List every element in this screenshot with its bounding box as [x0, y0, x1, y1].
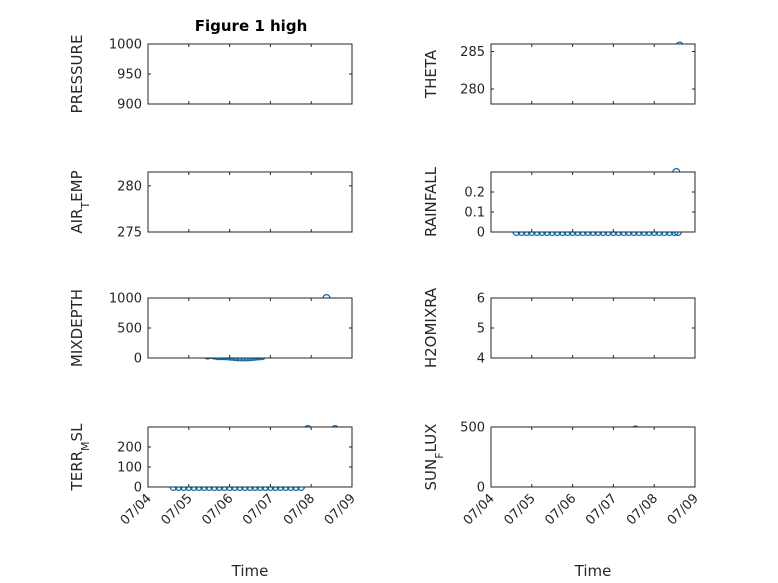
x-tick-label: 07/07	[583, 491, 620, 528]
figure-title: Figure 1 high	[195, 17, 308, 35]
y-tick-label: 0	[477, 226, 485, 241]
y-tick-label: 275	[117, 226, 142, 241]
subplot-theta: 280 285 THETA	[422, 41, 696, 105]
y-tick-label: 1000	[109, 292, 142, 307]
y-tick-label: 100	[117, 461, 142, 476]
x-tick-label: 07/08	[624, 491, 661, 528]
x-axis-label: Time	[574, 562, 612, 580]
x-tick-label: 07/09	[665, 491, 702, 528]
subplot-air-temp: 275 280 AIRTEMP	[68, 170, 353, 241]
x-tick-label: 07/05	[159, 491, 196, 528]
subplot-pressure: 900 950 1000 PRESSURE	[68, 35, 353, 114]
subplot-terr-msl: 0 100 200 07/04 07/05 07/06 07/07 07/08 07/09 Tim…	[68, 423, 359, 580]
axes-box	[147, 297, 353, 359]
y-axis-label: PRESSURE	[68, 35, 86, 114]
y-tick-label: 500	[460, 421, 485, 436]
axes-box	[490, 297, 696, 359]
y-tick-label: 0.1	[464, 206, 485, 221]
y-tick-label: 200	[117, 441, 142, 456]
y-tick-label: 280	[460, 83, 485, 98]
axes-box	[490, 426, 696, 488]
y-axis-label: THETA	[422, 49, 440, 99]
axes-box	[147, 43, 353, 105]
y-tick-label: 1000	[109, 38, 142, 53]
y-axis-label: SUNFLUX	[422, 424, 446, 491]
y-axis-label: H2OMIXRA	[422, 287, 440, 368]
x-tick-label: 07/07	[240, 491, 277, 528]
y-axis-label: TERRMSL	[68, 423, 92, 492]
y-tick-label: 0	[134, 481, 142, 496]
subplot-sun-flux: 0 500 07/04 07/05 07/06 07/07 07/08 07/09 Time SU…	[422, 421, 702, 581]
y-tick-label: 0	[477, 481, 485, 496]
subplot-rainfall: 0 0.1 0.2 RAINFALL	[422, 166, 696, 241]
axes-box	[490, 43, 696, 105]
y-tick-label: 950	[117, 68, 142, 83]
x-tick-label: 07/05	[502, 491, 539, 528]
y-tick-label: 5	[477, 322, 485, 337]
x-tick-label: 07/04	[461, 491, 498, 528]
subplot-h2omixra: 4 5 6 H2OMIXRA	[422, 287, 696, 368]
x-tick-label: 07/06	[542, 491, 579, 528]
y-tick-label: 280	[117, 179, 142, 194]
y-tick-label: 500	[117, 322, 142, 337]
axes-box	[147, 171, 353, 233]
y-tick-label: 900	[117, 98, 142, 113]
x-tick-label: 07/08	[281, 491, 318, 528]
y-axis-label: MIXDEPTH	[68, 289, 86, 367]
axes-box	[147, 426, 353, 488]
y-tick-label: 4	[477, 352, 485, 367]
x-tick-label: 07/06	[199, 491, 236, 528]
subplot-mixdepth: 0 500 1000 MIXDEPTH	[68, 289, 353, 367]
y-tick-label: 0.2	[464, 186, 485, 201]
y-tick-label: 285	[460, 45, 485, 60]
y-tick-label: 0	[134, 352, 142, 367]
y-tick-label: 6	[477, 292, 485, 307]
y-axis-label: RAINFALL	[422, 166, 440, 237]
axes-box	[490, 171, 696, 233]
x-tick-label: 07/04	[118, 491, 155, 528]
x-axis-label: Time	[231, 562, 269, 580]
y-axis-label: AIRTEMP	[68, 170, 92, 233]
x-tick-label: 07/09	[322, 491, 359, 528]
